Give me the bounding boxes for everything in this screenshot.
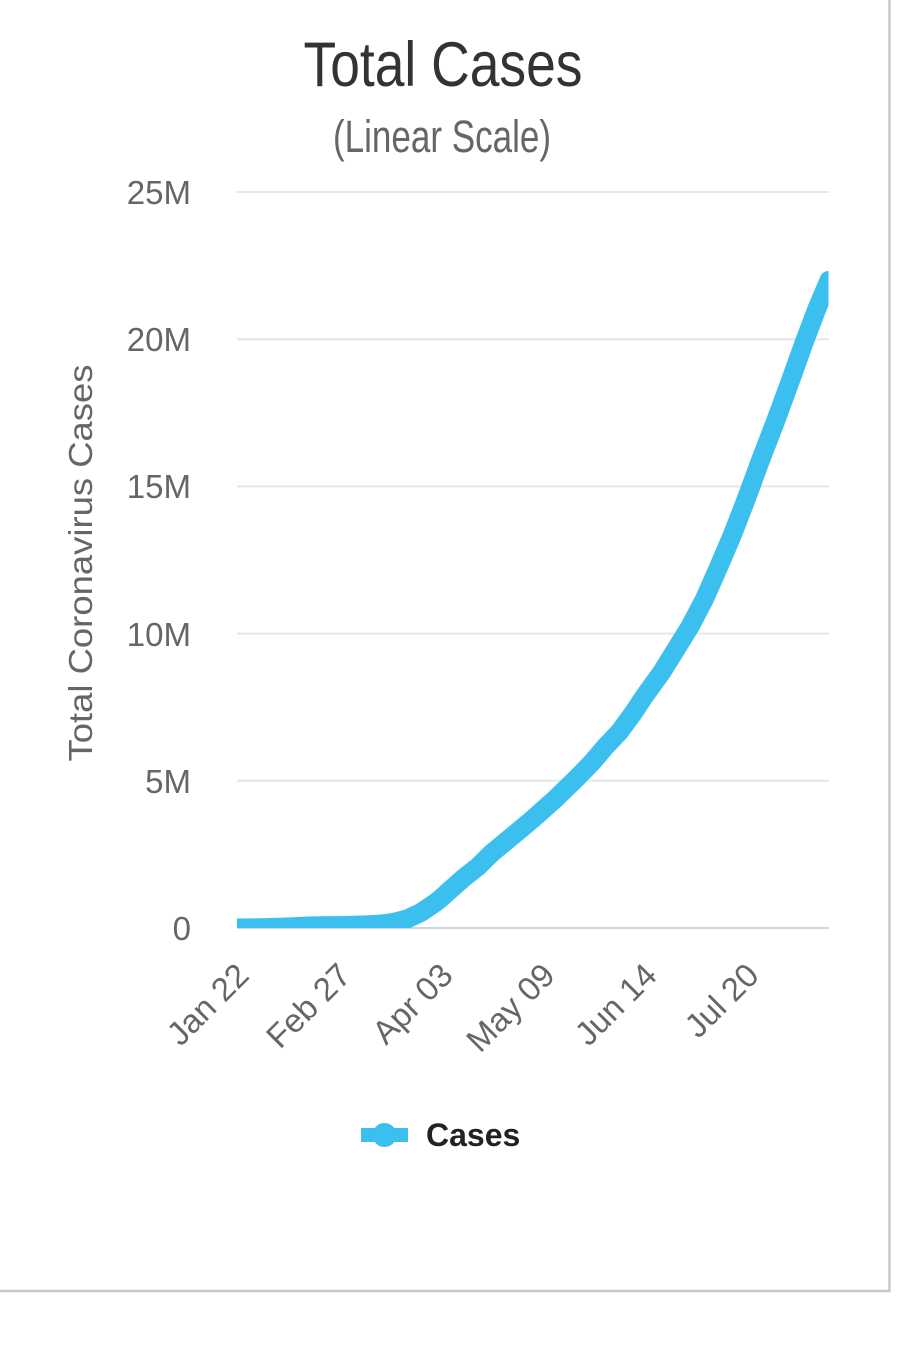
svg-text:20M: 20M <box>127 321 191 358</box>
svg-text:Total Coronavirus Cases: Total Coronavirus Cases <box>62 365 99 762</box>
svg-text:Total Cases: Total Cases <box>304 30 583 100</box>
svg-text:0: 0 <box>173 910 191 947</box>
svg-text:5M: 5M <box>145 763 191 800</box>
svg-text:10M: 10M <box>127 616 191 653</box>
svg-text:Jan 22: Jan 22 <box>159 956 255 1052</box>
svg-text:Jun 14: Jun 14 <box>567 956 663 1052</box>
svg-text:(Linear Scale): (Linear Scale) <box>333 111 551 162</box>
svg-text:May 09: May 09 <box>459 956 562 1059</box>
svg-text:25M: 25M <box>127 174 191 211</box>
svg-text:15M: 15M <box>127 468 191 505</box>
svg-text:Feb 27: Feb 27 <box>259 956 358 1055</box>
svg-text:Jul 20: Jul 20 <box>677 956 765 1044</box>
svg-text:Cases: Cases <box>426 1117 520 1153</box>
svg-text:Apr 03: Apr 03 <box>365 956 460 1051</box>
